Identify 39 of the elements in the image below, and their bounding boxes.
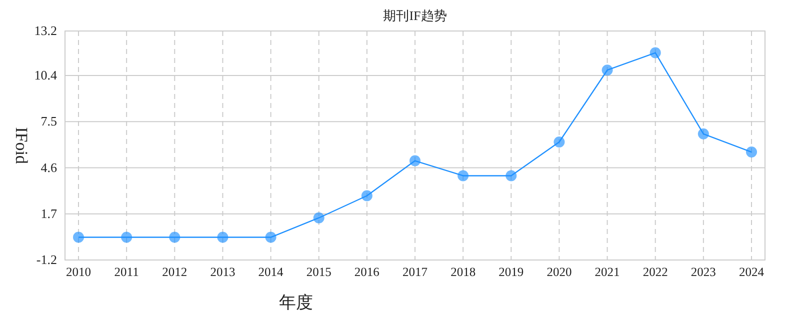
y-tick-label: 7.5 — [40, 114, 57, 129]
y-tick-label: 13.2 — [34, 23, 57, 38]
point — [121, 232, 132, 243]
x-tick-label: 2020 — [546, 265, 572, 279]
point — [506, 170, 517, 182]
point — [313, 212, 324, 224]
x-tick-label: 2011 — [114, 265, 139, 279]
point — [698, 128, 709, 140]
y-tick-label: 1.7 — [40, 206, 58, 221]
point — [217, 232, 228, 243]
y-axis-title: IFoid — [12, 127, 31, 164]
point — [554, 136, 565, 148]
chart-title: 期刊IF趋势 — [383, 8, 447, 23]
point — [410, 155, 420, 166]
x-tick-label: 2021 — [594, 265, 620, 279]
x-tick-label: 2022 — [642, 265, 668, 279]
point — [602, 64, 613, 76]
x-tick-label: 2013 — [210, 265, 236, 279]
x-tick-label: 2024 — [739, 265, 765, 279]
point — [650, 47, 661, 58]
x-tick-label: 2012 — [162, 265, 188, 279]
point — [265, 232, 276, 243]
point — [169, 232, 180, 243]
y-tick-label: -1.2 — [36, 252, 57, 267]
x-axis-title: 年度 — [279, 293, 313, 312]
point — [361, 190, 372, 202]
point — [73, 232, 84, 243]
y-tick-label: 4.6 — [40, 160, 58, 175]
x-tick-label: 2019 — [498, 265, 524, 279]
point — [458, 170, 469, 182]
x-tick-label: 2016 — [354, 265, 380, 279]
y-tick-label: 10.4 — [34, 68, 58, 83]
x-tick-label: 2023 — [690, 265, 716, 279]
point — [746, 146, 757, 158]
x-tick-label: 2014 — [258, 265, 284, 279]
x-tick-label: 2018 — [450, 265, 476, 279]
x-tick-label: 2015 — [306, 265, 332, 279]
x-tick-label: 2017 — [402, 265, 428, 279]
x-tick-label: 2010 — [66, 265, 91, 279]
